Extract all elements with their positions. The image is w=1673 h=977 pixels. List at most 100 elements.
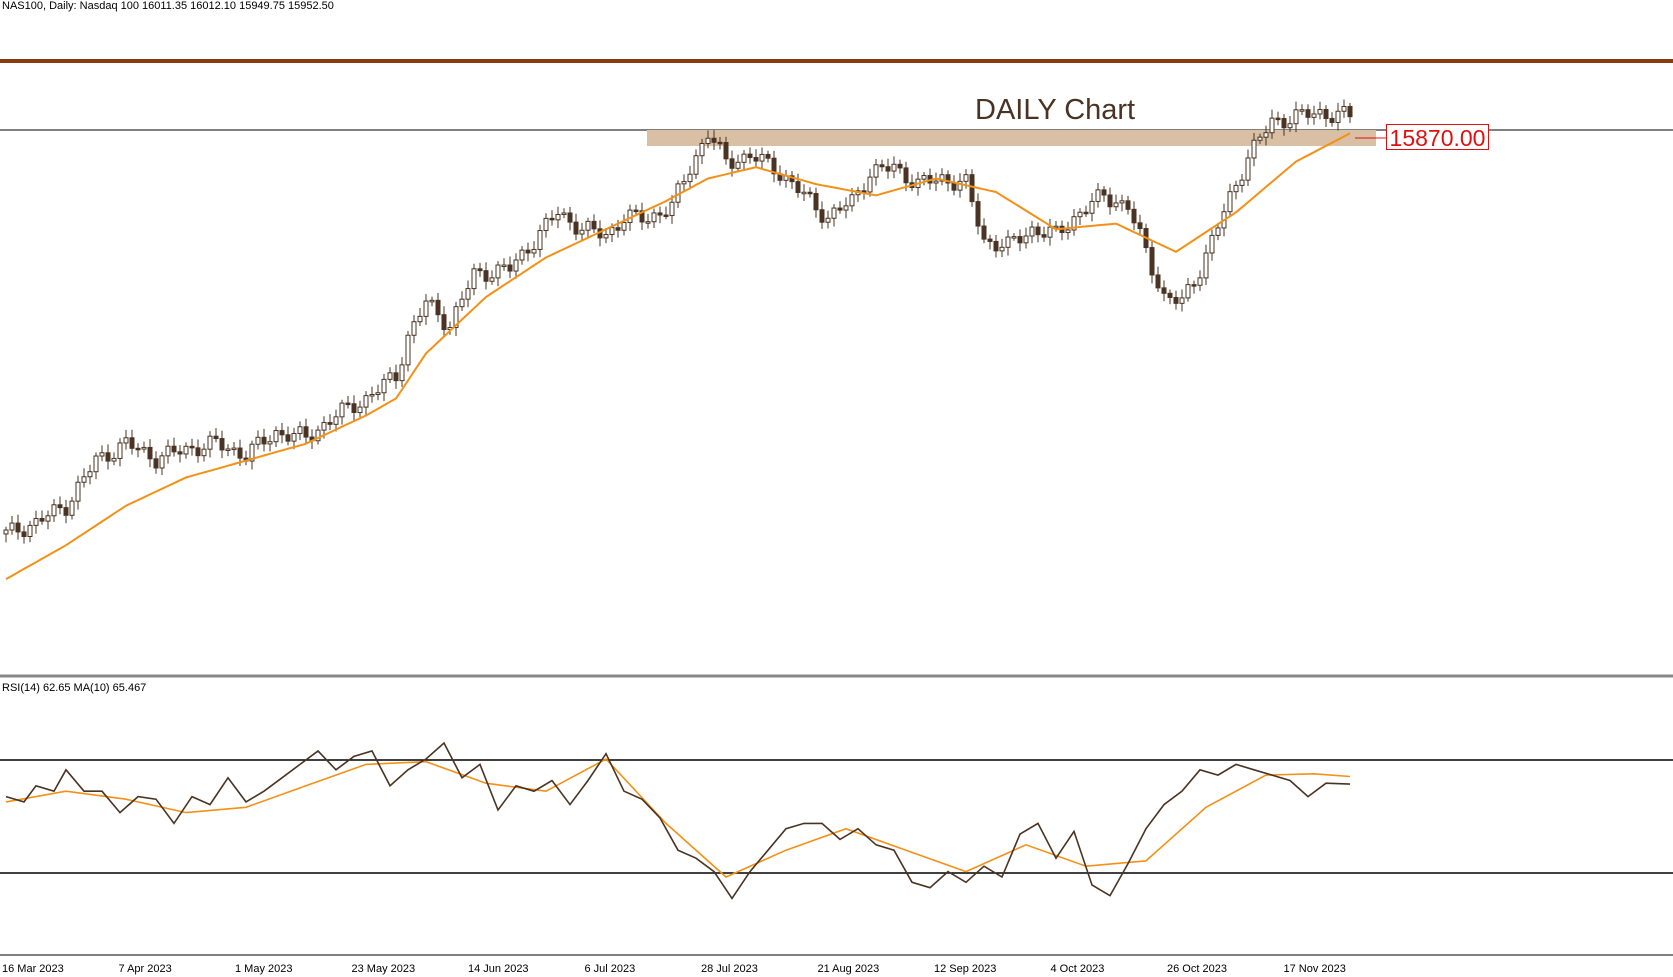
x-axis-labels: 16 Mar 2023 7 Apr 2023 1 May 2023 23 May 20… <box>2 963 1346 975</box>
candle-body <box>657 212 663 216</box>
candle-body <box>255 436 261 445</box>
candle-body <box>735 161 741 169</box>
candle-body <box>183 445 189 455</box>
candle-body <box>1203 252 1209 279</box>
candle-body <box>705 137 711 144</box>
candle-body <box>153 458 159 469</box>
candle-body <box>651 212 657 223</box>
candle-body <box>849 194 855 207</box>
moving-average-line <box>5 132 1351 580</box>
candle-body <box>699 142 705 157</box>
candle-body <box>39 518 45 522</box>
candle-body <box>357 406 363 414</box>
candle-body <box>381 378 387 394</box>
candle-body <box>1089 200 1095 214</box>
candle-body <box>663 214 669 217</box>
candle-body <box>555 214 561 221</box>
candle-body <box>879 164 885 168</box>
candle-body <box>501 264 507 268</box>
candle-body <box>201 448 207 457</box>
candle-body <box>1329 118 1335 123</box>
candle-body <box>525 249 531 254</box>
candle-body <box>999 246 1005 252</box>
price-level-label[interactable]: 15870.00 <box>1386 124 1489 151</box>
symbol-info-line: NAS100, Daily: Nasdaq 100 16011.35 16012… <box>2 0 334 12</box>
candle-body <box>1179 297 1185 304</box>
candle-body <box>729 158 735 169</box>
candle-body <box>111 457 117 462</box>
candle-body <box>369 393 375 397</box>
candle-body <box>1209 234 1215 254</box>
candle-body <box>225 448 231 451</box>
candle-body <box>351 403 357 414</box>
candle-body <box>1323 109 1329 120</box>
candle-body <box>1197 277 1203 286</box>
candle-body <box>177 451 183 455</box>
candle-body <box>399 364 405 382</box>
candle-body <box>1269 117 1275 134</box>
candle-body <box>825 217 831 223</box>
candle-body <box>759 153 765 162</box>
candle-body <box>897 163 903 169</box>
candle-body <box>585 220 591 231</box>
candle-body <box>1155 274 1161 289</box>
candle-body <box>765 153 771 159</box>
candle-body <box>1215 227 1221 236</box>
candle-body <box>219 438 225 451</box>
candle-body <box>267 441 273 445</box>
candle-body <box>1083 211 1089 215</box>
candle-body <box>21 531 27 537</box>
candle-body <box>741 153 747 163</box>
candle-body <box>3 529 9 535</box>
candle-body <box>1065 229 1071 234</box>
candle-body <box>1287 123 1293 129</box>
candle-body <box>459 298 465 308</box>
candle-body <box>471 268 477 290</box>
candle-body <box>435 299 441 316</box>
candle-body <box>693 155 699 175</box>
candle-body <box>1173 296 1179 304</box>
candle-body <box>1113 202 1119 208</box>
candle-body <box>519 249 525 261</box>
candle-body <box>1341 106 1347 112</box>
candle-body <box>687 173 693 183</box>
candle-body <box>81 476 87 483</box>
candle-body <box>717 141 723 145</box>
candle-body <box>1317 109 1323 115</box>
candle-body <box>411 321 417 336</box>
candle-body <box>1299 109 1305 112</box>
candle-body <box>633 209 639 213</box>
candle-body <box>1107 194 1113 208</box>
candle-body <box>561 212 567 216</box>
candle-body <box>483 270 489 282</box>
candle-body <box>423 300 429 317</box>
candle-body <box>957 180 963 191</box>
candle-body <box>15 522 21 533</box>
candle-body <box>51 504 57 517</box>
x-axis-date-label: 16 Mar 2023 <box>2 963 64 975</box>
candle-body <box>429 299 435 303</box>
candle-body <box>495 264 501 279</box>
candle-body <box>975 201 981 227</box>
candle-body <box>1017 236 1023 244</box>
supply-zone[interactable] <box>647 130 1376 146</box>
candle-body <box>1047 226 1053 238</box>
candle-body <box>837 207 843 211</box>
candle-body <box>291 432 297 442</box>
candle-body <box>1119 200 1125 204</box>
x-axis-date-label: 17 Nov 2023 <box>1284 963 1346 975</box>
candle-body <box>279 430 285 436</box>
candle-body <box>249 443 255 462</box>
candle-body <box>843 205 849 211</box>
candle-body <box>1293 109 1299 125</box>
candle-body <box>45 515 51 522</box>
candle-body <box>591 220 597 230</box>
candle-body <box>441 314 447 331</box>
candle-body <box>135 447 141 451</box>
candle-body <box>711 137 717 143</box>
candle-body <box>489 277 495 282</box>
chart-title: DAILY Chart <box>975 94 1136 126</box>
candle-body <box>171 445 177 453</box>
x-axis-date-label: 26 Oct 2023 <box>1167 963 1227 975</box>
